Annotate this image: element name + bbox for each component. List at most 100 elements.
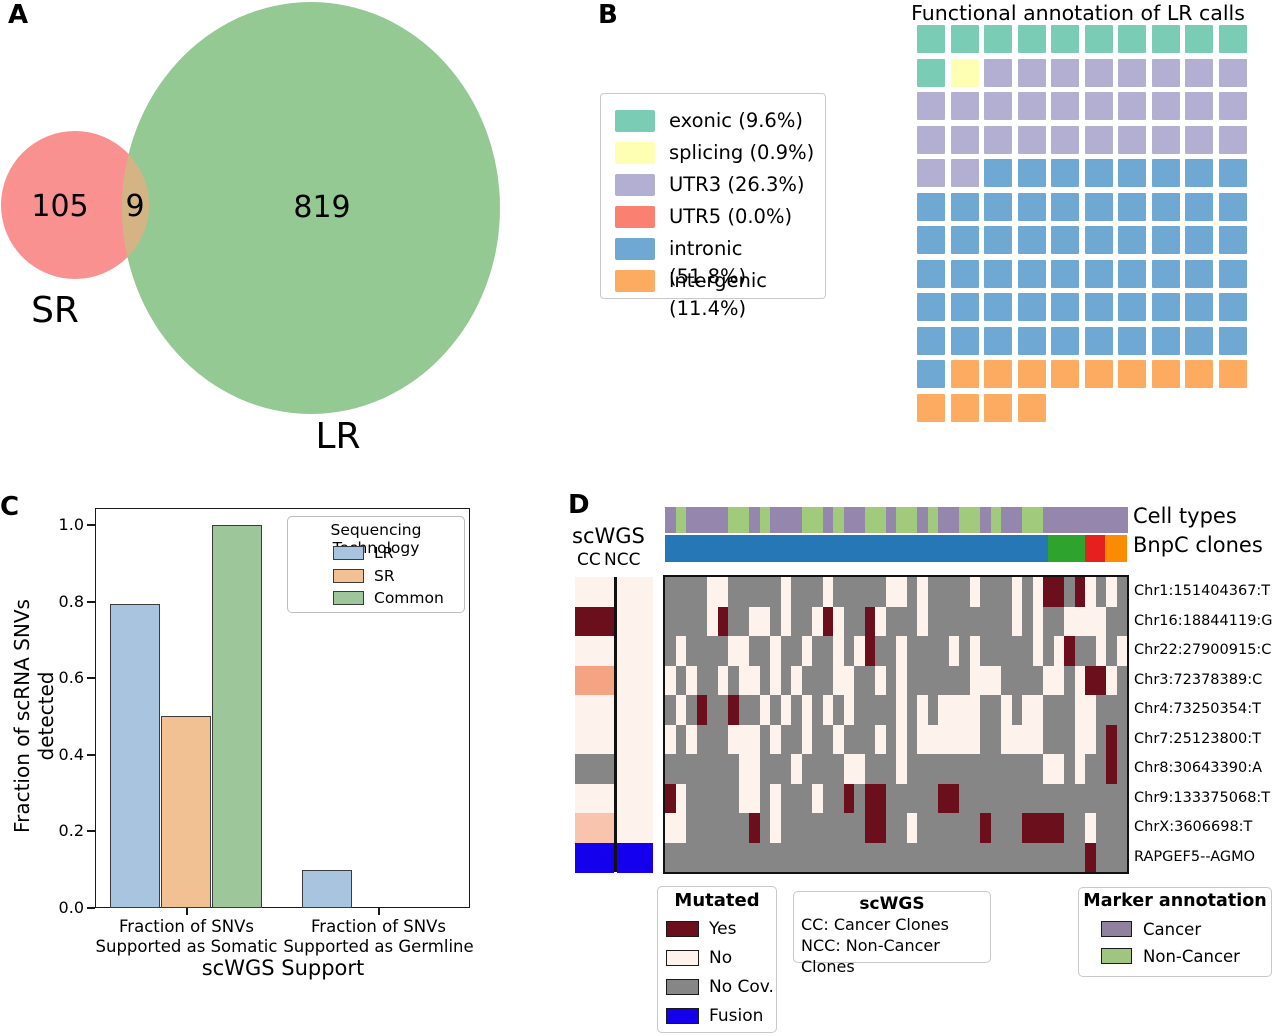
waffle-cell	[917, 125, 945, 154]
heatmap-cell	[948, 636, 960, 666]
waffle-cell	[1151, 92, 1180, 120]
heatmap-cell	[1053, 577, 1065, 607]
heatmap-cell	[1064, 606, 1075, 637]
barchart-legend-swatch	[333, 591, 364, 605]
heatmap-cell	[917, 724, 928, 755]
celltype-segment	[1106, 507, 1117, 533]
heatmap-cell	[1085, 695, 1096, 725]
heatmap-cell	[1074, 606, 1086, 637]
celltype-segment	[707, 507, 718, 533]
waffle-legend-swatch	[615, 110, 655, 132]
heatmap-cell	[1085, 813, 1096, 843]
celltype-segment	[696, 507, 708, 533]
venn-lr-setlabel: LR	[315, 416, 360, 457]
venn-diagram: 105 9 819 SR LR	[1, 2, 500, 457]
bnpc-segment	[1048, 535, 1086, 562]
waffle-cell	[1118, 360, 1146, 388]
waffle-cell	[917, 159, 945, 187]
heatmap-cell	[843, 754, 855, 784]
ytick-mark	[87, 830, 95, 833]
heatmap-cell	[770, 724, 781, 755]
heatmap-row-label: RAPGEF5--AGMO	[1134, 848, 1256, 865]
waffle-cell	[1084, 259, 1113, 288]
heatmap-cell	[770, 665, 781, 696]
barchart-legend-swatch	[333, 546, 364, 560]
barchart-legend-label: LR	[374, 544, 394, 562]
scwgs-matrix	[575, 577, 653, 873]
waffle-cell	[1017, 159, 1046, 187]
heatmap-cell	[759, 606, 771, 637]
heatmap-cell	[812, 783, 823, 814]
mutated-legend-swatch	[666, 921, 699, 937]
heatmap-cell	[1085, 577, 1096, 607]
waffle-cell	[1017, 192, 1046, 221]
waffle-cell	[1185, 360, 1213, 388]
mutated-legend-label: Fusion	[709, 1006, 764, 1026]
barchart-legend-swatch	[333, 568, 364, 583]
waffle-cell	[950, 58, 979, 87]
waffle-cell	[1017, 25, 1046, 53]
heatmap-cell	[728, 695, 739, 725]
waffle-cell	[1118, 25, 1146, 53]
marker-legend-swatch	[1101, 948, 1132, 964]
waffle-cell	[1151, 58, 1180, 87]
waffle-cell	[950, 192, 979, 221]
mutation-heatmap	[663, 575, 1129, 874]
waffle-cell	[950, 125, 979, 154]
panel-b-label: B	[598, 0, 618, 30]
heatmap-cell	[1043, 665, 1054, 696]
venn-lr-circle	[122, 2, 500, 414]
scwgs-cc-cell	[575, 636, 614, 666]
heatmap-cell	[675, 813, 687, 843]
waffle-cell	[1151, 25, 1180, 53]
ytick-mark	[87, 524, 95, 526]
mutated-legend-swatch	[666, 979, 699, 995]
waffle-cell	[1017, 125, 1046, 154]
waffle-cell	[1218, 92, 1247, 120]
heatmap-cell	[1032, 813, 1044, 843]
heatmap-cell	[896, 754, 907, 784]
heatmap-cell	[707, 577, 718, 607]
heatmap-cell	[833, 724, 844, 755]
scwgs-legend-line1: CC: Cancer Clones	[801, 915, 949, 934]
heatmap-cell	[749, 606, 760, 637]
waffle-cell	[1185, 92, 1213, 120]
celltype-segment	[1022, 507, 1033, 533]
heatmap-row-label: Chr22:27900915:C	[1134, 642, 1272, 658]
waffle-cell	[984, 125, 1012, 154]
waffle-legend-label: exonic (9.6%)	[669, 109, 803, 132]
heatmap-cell	[686, 724, 697, 755]
heatmap-cell	[854, 636, 865, 666]
heatmap-cell	[749, 724, 760, 755]
xtick-mark	[185, 908, 188, 915]
heatmap-cell	[864, 606, 876, 637]
waffle-cell	[1151, 293, 1180, 321]
mutated-legend-swatch	[666, 950, 699, 966]
panel-c-label: C	[0, 492, 20, 522]
waffle-cell	[984, 226, 1012, 254]
heatmap-cell	[717, 577, 729, 607]
scwgs-ncc-cell	[617, 813, 653, 843]
heatmap-cell	[938, 695, 949, 725]
y-axis-title-line2: detected	[34, 671, 58, 761]
celltype-segment	[927, 507, 939, 533]
scwgs-cc-cell	[575, 813, 614, 843]
waffle-cell	[1084, 226, 1113, 254]
heatmap-cell	[875, 813, 886, 843]
waffle-cell	[1051, 159, 1079, 187]
waffle-cell	[1185, 25, 1213, 53]
bar-sr-group0	[161, 716, 211, 908]
xtick-label-line1: Fraction of SNVs	[311, 917, 446, 936]
waffle-cell	[1084, 360, 1113, 388]
bnpc-segment	[1105, 535, 1127, 562]
celltype-segment	[812, 507, 823, 533]
bnpc-segment	[665, 535, 1049, 562]
celltype-segment	[675, 507, 687, 533]
heatmap-cell	[1032, 695, 1044, 725]
venn-sr-setlabel: SR	[31, 290, 79, 331]
bar-lr-group0	[110, 604, 160, 908]
celltype-segment	[864, 507, 876, 533]
heatmap-cell	[791, 754, 802, 784]
waffle-cell	[1185, 293, 1213, 321]
xtick-label-line1: Fraction of SNVs	[119, 917, 254, 936]
